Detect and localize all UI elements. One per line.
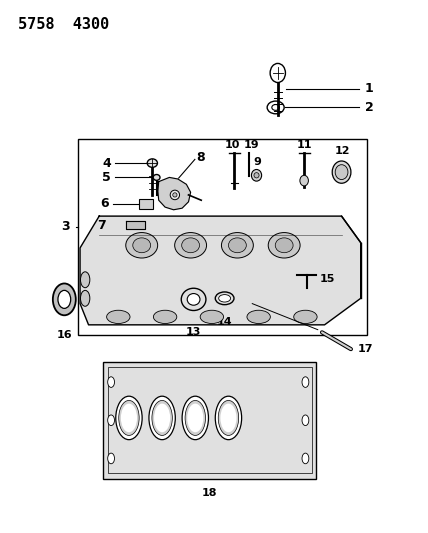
Text: 4: 4 bbox=[102, 157, 111, 169]
Ellipse shape bbox=[170, 190, 180, 200]
Ellipse shape bbox=[107, 310, 130, 324]
Ellipse shape bbox=[181, 238, 199, 253]
Text: 11: 11 bbox=[297, 140, 312, 150]
Text: 16: 16 bbox=[56, 330, 72, 340]
Bar bbox=[108, 367, 312, 473]
Text: 13: 13 bbox=[186, 327, 201, 337]
Ellipse shape bbox=[302, 377, 309, 387]
Ellipse shape bbox=[153, 310, 177, 324]
Text: 1: 1 bbox=[365, 83, 374, 95]
Text: 10: 10 bbox=[225, 140, 240, 150]
Ellipse shape bbox=[175, 232, 207, 258]
Ellipse shape bbox=[221, 232, 253, 258]
Ellipse shape bbox=[254, 173, 259, 178]
Ellipse shape bbox=[116, 396, 142, 440]
Ellipse shape bbox=[229, 238, 247, 253]
Bar bbox=[78, 139, 367, 335]
Text: 14: 14 bbox=[217, 317, 232, 327]
Ellipse shape bbox=[80, 290, 90, 306]
Ellipse shape bbox=[332, 161, 351, 183]
Text: 2: 2 bbox=[365, 101, 374, 114]
Text: 18: 18 bbox=[202, 488, 217, 498]
Text: 3: 3 bbox=[62, 220, 70, 233]
Ellipse shape bbox=[294, 310, 317, 324]
Text: 15: 15 bbox=[319, 273, 335, 284]
Ellipse shape bbox=[185, 400, 205, 435]
Ellipse shape bbox=[108, 453, 115, 464]
Ellipse shape bbox=[275, 238, 293, 253]
Text: 19: 19 bbox=[244, 140, 259, 150]
Ellipse shape bbox=[247, 310, 270, 324]
Ellipse shape bbox=[187, 294, 200, 305]
Text: 6: 6 bbox=[100, 197, 109, 211]
Ellipse shape bbox=[119, 400, 139, 435]
Ellipse shape bbox=[152, 400, 172, 435]
Ellipse shape bbox=[187, 403, 203, 432]
Ellipse shape bbox=[154, 403, 170, 432]
Ellipse shape bbox=[251, 169, 262, 181]
Text: 5758  4300: 5758 4300 bbox=[18, 17, 110, 33]
Ellipse shape bbox=[220, 403, 237, 432]
Text: 7: 7 bbox=[97, 219, 106, 232]
Polygon shape bbox=[80, 216, 361, 325]
Ellipse shape bbox=[108, 377, 115, 387]
Text: 12: 12 bbox=[335, 146, 350, 156]
Ellipse shape bbox=[173, 193, 177, 197]
Polygon shape bbox=[126, 221, 145, 229]
Ellipse shape bbox=[149, 396, 175, 440]
Text: 8: 8 bbox=[196, 151, 205, 164]
Ellipse shape bbox=[181, 288, 206, 311]
Ellipse shape bbox=[215, 292, 234, 305]
Text: 5: 5 bbox=[102, 171, 111, 184]
Ellipse shape bbox=[302, 415, 309, 425]
Ellipse shape bbox=[218, 400, 239, 435]
Text: 9: 9 bbox=[253, 157, 262, 166]
Ellipse shape bbox=[182, 396, 208, 440]
Bar bbox=[104, 362, 316, 479]
Text: 17: 17 bbox=[357, 344, 373, 354]
Ellipse shape bbox=[300, 175, 309, 186]
Ellipse shape bbox=[302, 453, 309, 464]
Ellipse shape bbox=[80, 272, 90, 288]
Ellipse shape bbox=[133, 238, 151, 253]
Ellipse shape bbox=[53, 284, 76, 316]
Ellipse shape bbox=[147, 159, 158, 167]
Ellipse shape bbox=[121, 403, 137, 432]
Bar bbox=[139, 199, 153, 209]
Ellipse shape bbox=[108, 415, 115, 425]
Polygon shape bbox=[158, 177, 190, 210]
Ellipse shape bbox=[268, 232, 300, 258]
Ellipse shape bbox=[200, 310, 223, 324]
Ellipse shape bbox=[335, 165, 348, 180]
Ellipse shape bbox=[153, 174, 160, 180]
Ellipse shape bbox=[126, 232, 158, 258]
Ellipse shape bbox=[219, 295, 231, 302]
Ellipse shape bbox=[215, 396, 242, 440]
Ellipse shape bbox=[58, 290, 71, 309]
